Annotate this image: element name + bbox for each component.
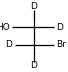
Text: D: D [56, 23, 63, 32]
Text: D: D [31, 61, 37, 70]
Text: D: D [5, 40, 12, 49]
Text: Br: Br [56, 40, 66, 49]
Text: D: D [31, 2, 37, 11]
Text: HO: HO [0, 23, 10, 32]
